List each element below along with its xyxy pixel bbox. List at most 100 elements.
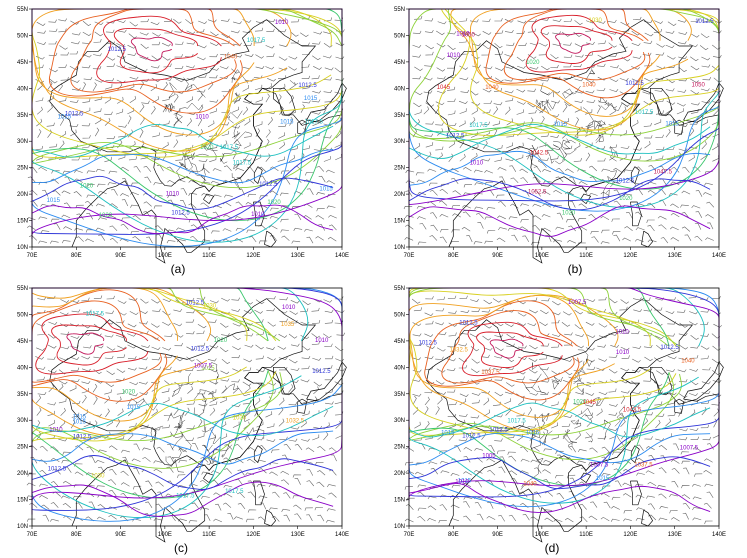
wind-barb	[92, 383, 98, 393]
wind-barb	[518, 42, 527, 47]
wind-barb	[600, 215, 610, 221]
wind-barb	[236, 176, 244, 184]
wind-barb	[417, 484, 427, 488]
wind-barb	[631, 330, 640, 335]
isobar	[35, 313, 149, 375]
wind-barb	[50, 218, 60, 223]
wind-barb	[106, 135, 116, 140]
wind-barb	[278, 123, 287, 127]
wind-barb	[116, 20, 126, 24]
wind-barb	[63, 226, 73, 230]
y-tick-label: 15N	[17, 219, 28, 225]
wind-barb	[280, 218, 289, 223]
wind-barb	[609, 403, 618, 407]
coastline	[253, 480, 265, 506]
wind-barb	[304, 228, 313, 232]
y-tick-label: 25N	[394, 445, 405, 451]
wind-barb	[701, 381, 711, 385]
wind-barb	[279, 192, 289, 196]
wind-barb	[151, 299, 160, 304]
wind-barb	[271, 449, 280, 454]
wind-barb	[495, 307, 504, 312]
wind-barb	[585, 20, 595, 24]
wind-barb	[533, 503, 541, 510]
wind-barb	[49, 143, 58, 148]
wind-barb	[104, 334, 114, 338]
wind-barb	[471, 153, 478, 160]
wind-barb	[469, 117, 476, 126]
wind-barb	[619, 43, 628, 49]
wind-barb	[235, 167, 245, 171]
wind-barb	[323, 31, 333, 35]
wind-barb	[516, 88, 526, 93]
wind-barb	[517, 421, 525, 430]
wind-barb	[325, 169, 335, 174]
wind-barb	[700, 33, 710, 39]
wind-barb	[86, 184, 95, 188]
wind-barb	[424, 420, 430, 430]
wind-barb	[75, 502, 83, 509]
wind-barb	[498, 201, 506, 207]
province-border	[171, 445, 187, 459]
wind-barb	[232, 421, 240, 428]
wind-barb	[38, 216, 48, 220]
coastline	[630, 166, 640, 185]
coastline	[253, 201, 265, 227]
wind-barb	[671, 480, 679, 488]
wind-barb	[269, 235, 278, 242]
wind-barb	[684, 234, 692, 242]
wind-barb	[167, 443, 174, 451]
wind-barb	[265, 45, 275, 49]
wind-barb	[655, 98, 664, 103]
wind-barb	[49, 240, 59, 244]
wind-barb	[446, 367, 456, 372]
isobar-label: 1012.5	[419, 341, 438, 347]
isobar-label: 1020	[562, 211, 576, 217]
wind-barb	[173, 18, 182, 24]
wind-barb	[403, 205, 413, 210]
wind-barb	[323, 77, 332, 81]
wind-barb	[281, 508, 291, 512]
wind-barb	[83, 107, 91, 114]
isobar-label: 1020	[267, 200, 281, 206]
wind-barb	[598, 296, 607, 301]
isobar-label: 1017.5	[507, 419, 526, 425]
wind-barb	[277, 345, 287, 350]
wind-barb	[53, 468, 61, 475]
wind-barb	[528, 335, 538, 341]
wind-barb	[678, 66, 687, 72]
wind-barb	[619, 306, 628, 311]
wind-barb	[60, 76, 69, 81]
wind-barb	[82, 409, 89, 417]
wind-barb	[115, 108, 124, 115]
wind-barb	[461, 226, 471, 232]
wind-barb	[212, 168, 222, 172]
wind-barb	[711, 143, 719, 151]
wind-barb	[577, 218, 587, 222]
wind-barb	[430, 224, 438, 231]
wind-barb	[35, 395, 42, 404]
wind-barb	[429, 189, 438, 196]
wind-barb	[118, 124, 127, 128]
wind-barb	[643, 378, 652, 382]
wind-barb	[412, 54, 421, 58]
wind-barb	[184, 407, 190, 416]
wind-barb	[326, 180, 336, 185]
wind-barb	[458, 120, 466, 127]
wind-barb	[278, 83, 286, 91]
wind-barb	[412, 393, 422, 397]
x-tick-label: 120E	[623, 532, 637, 538]
wind-barb	[484, 170, 494, 174]
wind-barb	[620, 390, 630, 394]
wind-barb	[528, 357, 538, 362]
wind-barb	[601, 229, 610, 234]
y-tick-label: 35N	[394, 392, 405, 398]
isobar	[408, 432, 711, 466]
wind-barb	[598, 391, 608, 396]
wind-barb	[481, 121, 490, 126]
wind-barb	[486, 458, 496, 463]
isobar-label: 1020	[619, 196, 633, 202]
isobar-label: 1010	[49, 427, 63, 433]
y-tick-label: 45N	[17, 339, 28, 345]
wind-barb	[93, 53, 102, 57]
